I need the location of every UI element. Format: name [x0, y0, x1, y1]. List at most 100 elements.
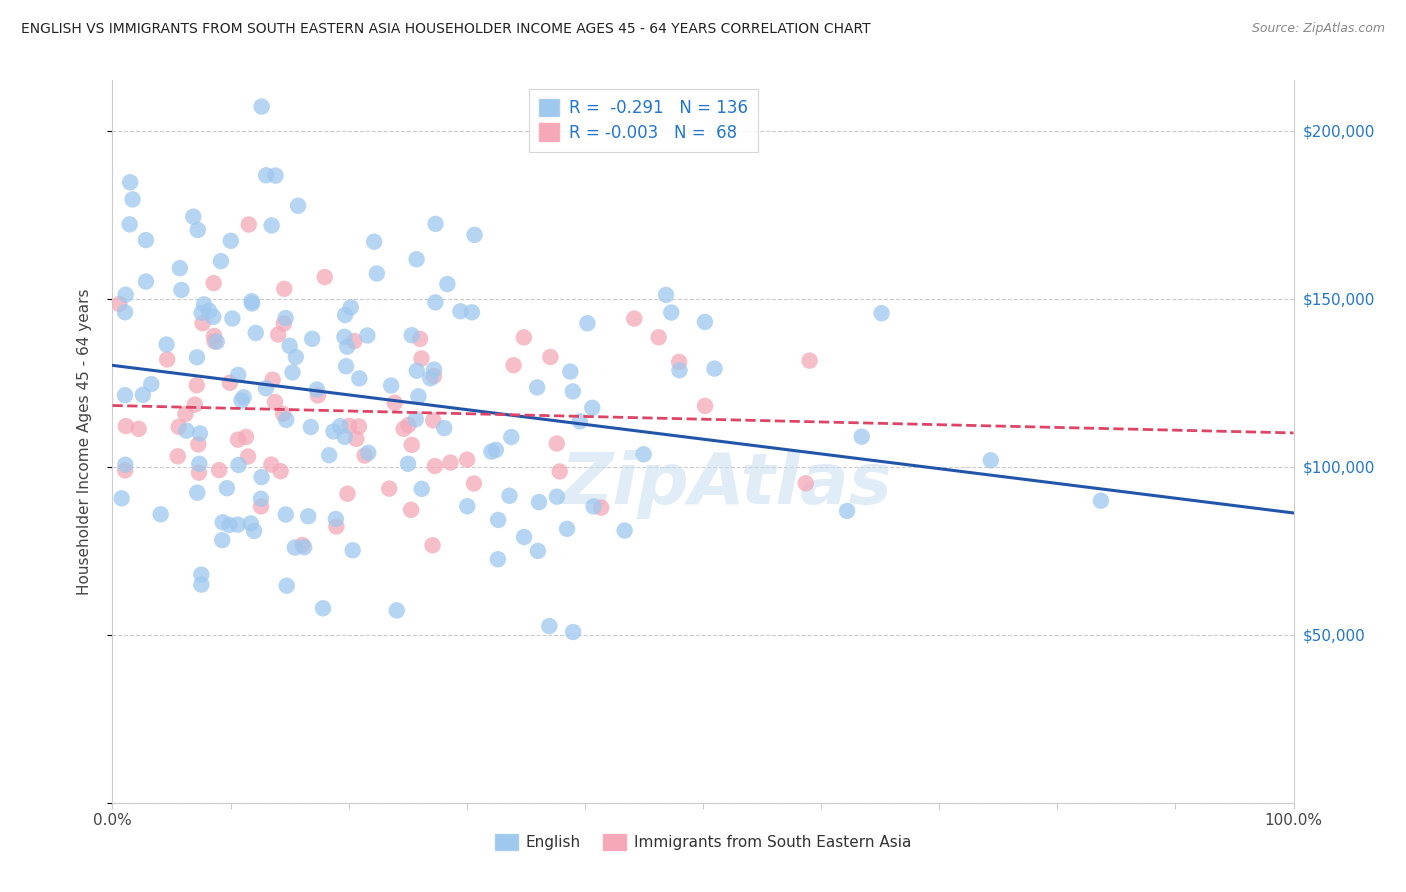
Point	[411, 351, 433, 366]
Point	[135, 233, 157, 247]
Point	[538, 350, 561, 364]
Text: Source: ZipAtlas.com: Source: ZipAtlas.com	[1251, 22, 1385, 36]
Point	[274, 311, 297, 326]
Point	[527, 495, 550, 509]
Point	[243, 524, 266, 538]
Point	[208, 463, 231, 477]
Point	[190, 306, 212, 320]
Point	[486, 552, 509, 566]
Point	[333, 430, 356, 444]
Point	[245, 326, 267, 340]
Point	[380, 378, 402, 392]
Point	[184, 398, 207, 412]
Point	[408, 389, 430, 403]
Point	[980, 453, 1002, 467]
Point	[186, 378, 208, 392]
Point	[613, 524, 636, 538]
Point	[439, 456, 461, 470]
Point	[198, 304, 221, 318]
Point	[799, 353, 821, 368]
Point	[240, 296, 263, 310]
Legend: English, Immigrants from South Eastern Asia: English, Immigrants from South Eastern A…	[489, 828, 917, 856]
Point	[668, 363, 690, 377]
Point	[174, 407, 197, 421]
Point	[284, 350, 307, 364]
Point	[297, 509, 319, 524]
Point	[623, 311, 645, 326]
Point	[270, 464, 292, 478]
Point	[659, 305, 682, 319]
Point	[423, 458, 446, 473]
Point	[236, 450, 259, 464]
Point	[501, 430, 523, 444]
Point	[239, 516, 262, 531]
Point	[188, 426, 211, 441]
Point	[204, 334, 226, 349]
Point	[513, 530, 536, 544]
Point	[262, 373, 284, 387]
Point	[114, 458, 136, 472]
Point	[135, 275, 157, 289]
Point	[226, 433, 249, 447]
Point	[582, 500, 605, 514]
Point	[250, 470, 273, 484]
Point	[260, 458, 283, 472]
Point	[156, 352, 179, 367]
Point	[281, 366, 304, 380]
Point	[183, 210, 205, 224]
Point	[250, 500, 273, 514]
Point	[276, 579, 298, 593]
Text: ZipAtlas: ZipAtlas	[561, 450, 893, 519]
Point	[384, 396, 406, 410]
Point	[120, 175, 142, 189]
Point	[235, 430, 257, 444]
Point	[527, 544, 550, 558]
Y-axis label: Householder Income Ages 45 - 64 years: Householder Income Ages 45 - 64 years	[77, 288, 91, 595]
Point	[568, 414, 591, 428]
Point	[449, 304, 471, 318]
Point	[464, 227, 486, 242]
Point	[169, 261, 191, 276]
Point	[333, 330, 356, 344]
Point	[219, 376, 242, 390]
Point	[401, 438, 423, 452]
Point	[312, 601, 335, 615]
Point	[190, 567, 212, 582]
Text: ENGLISH VS IMMIGRANTS FROM SOUTH EASTERN ASIA HOUSEHOLDER INCOME AGES 45 - 64 YE: ENGLISH VS IMMIGRANTS FROM SOUTH EASTERN…	[21, 22, 870, 37]
Point	[576, 316, 599, 330]
Point	[238, 218, 260, 232]
Point	[392, 422, 415, 436]
Point	[456, 500, 478, 514]
Point	[498, 489, 520, 503]
Point	[301, 332, 323, 346]
Point	[378, 482, 401, 496]
Point	[405, 364, 427, 378]
Point	[1090, 493, 1112, 508]
Point	[401, 328, 423, 343]
Point	[264, 395, 287, 409]
Point	[114, 287, 136, 301]
Point	[633, 447, 655, 461]
Point	[349, 371, 371, 385]
Point	[422, 413, 444, 427]
Point	[114, 463, 136, 477]
Point	[240, 294, 263, 309]
Point	[284, 541, 307, 555]
Point	[202, 329, 225, 343]
Point	[423, 362, 446, 376]
Point	[141, 377, 163, 392]
Point	[215, 481, 238, 495]
Point	[333, 308, 356, 322]
Point	[211, 533, 233, 548]
Point	[481, 444, 503, 458]
Point	[273, 317, 295, 331]
Point	[339, 301, 361, 315]
Point	[190, 577, 212, 591]
Point	[405, 252, 427, 267]
Point	[254, 168, 277, 182]
Point	[399, 503, 422, 517]
Point	[538, 619, 561, 633]
Point	[292, 540, 315, 554]
Point	[186, 351, 208, 365]
Point	[218, 517, 240, 532]
